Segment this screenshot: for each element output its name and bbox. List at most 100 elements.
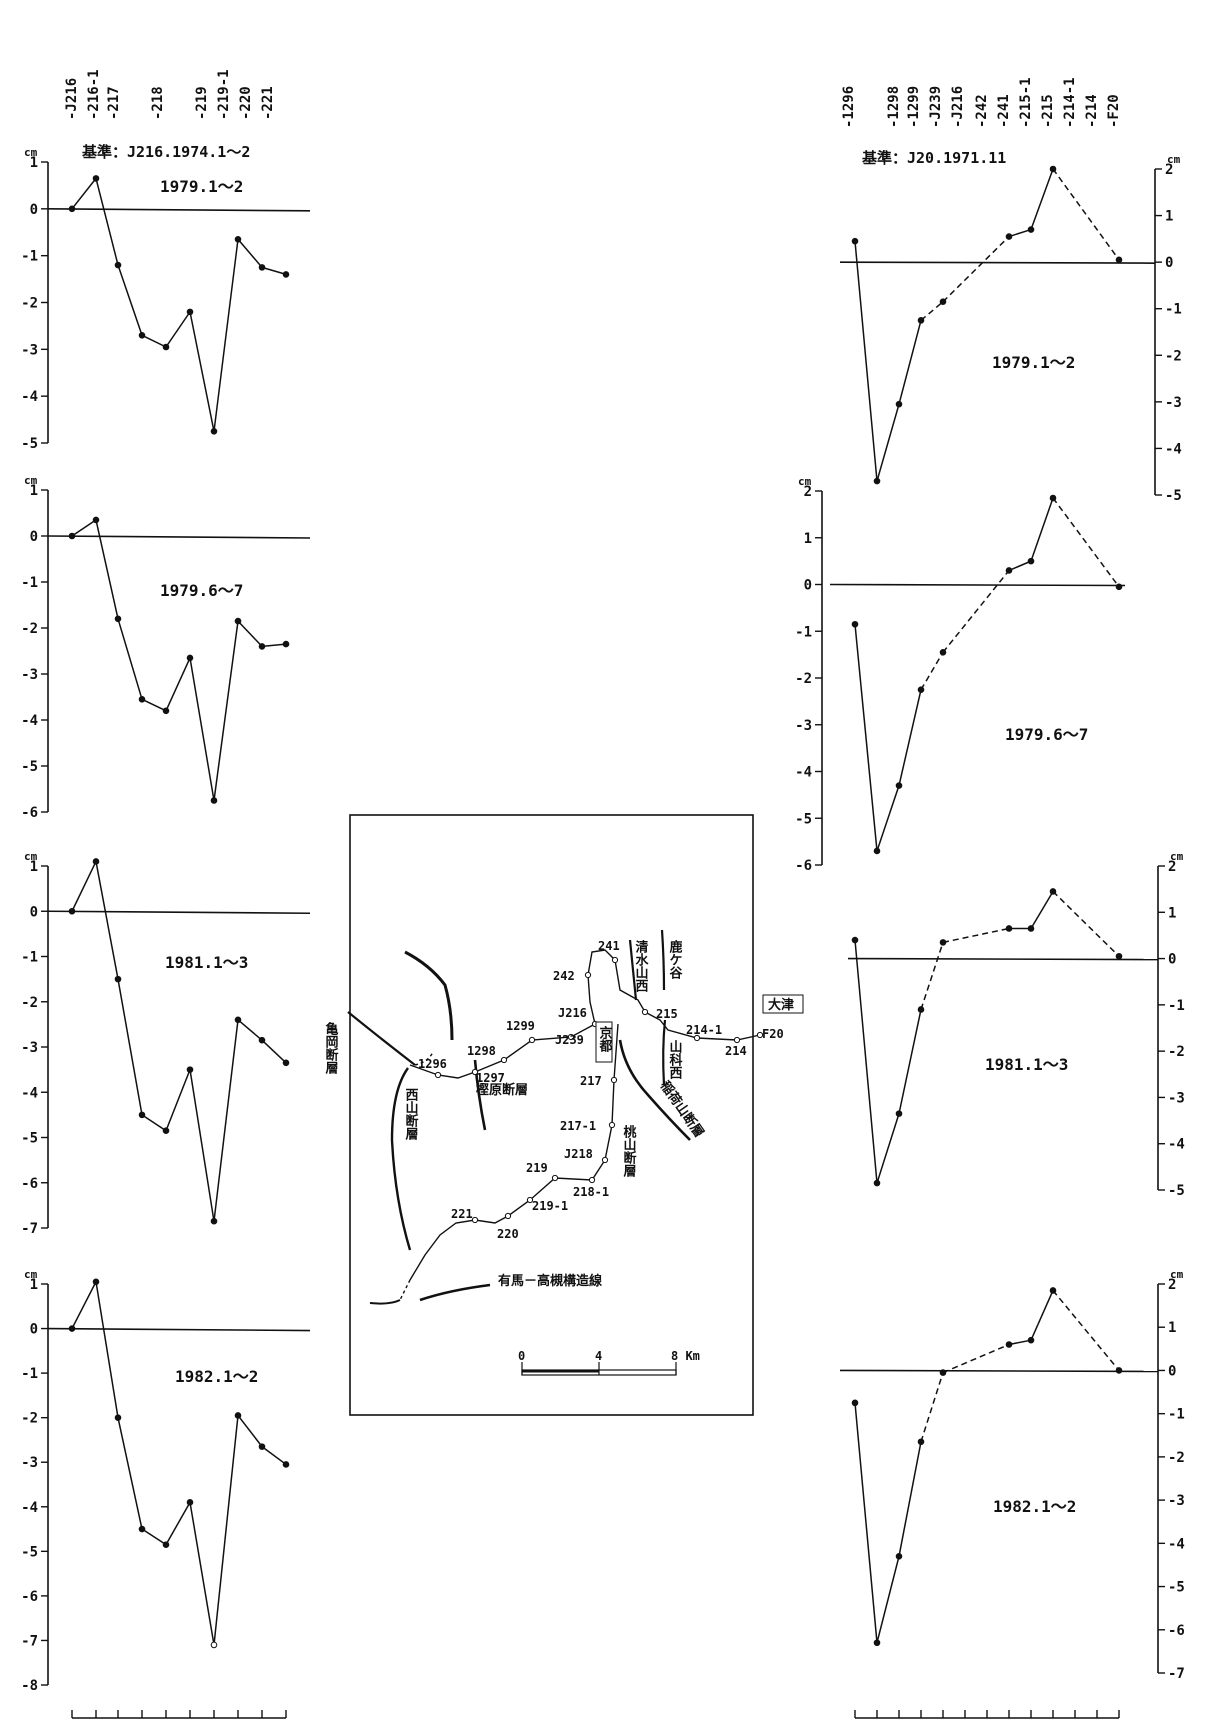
y-tick-label: 0	[1165, 255, 1173, 271]
data-point	[186, 654, 194, 662]
map-station-label: 1298	[467, 1044, 496, 1058]
zero-line	[829, 583, 1126, 587]
series-segment	[876, 1113, 900, 1184]
fault-label: 山科西	[667, 1039, 683, 1080]
data-point	[92, 516, 100, 524]
data-point	[210, 1217, 218, 1225]
map-station-label: 217-1	[560, 1119, 596, 1133]
series-segment	[213, 239, 239, 432]
data-point	[895, 1110, 903, 1117]
data-point	[873, 847, 881, 855]
series-segment	[165, 1501, 191, 1546]
y-tick-label: -8	[21, 1678, 38, 1694]
series-segment	[237, 1414, 263, 1448]
leveling-route	[399, 1279, 411, 1301]
y-tick-label: -6	[795, 858, 812, 874]
fault-label: 西山断層	[403, 1088, 419, 1141]
series-segment	[876, 1556, 900, 1643]
y-unit-label: cm	[1170, 850, 1184, 863]
y-tick-label: -4	[21, 1085, 38, 1101]
y-tick-label: -2	[21, 296, 38, 312]
y-tick-label: -4	[21, 389, 38, 405]
y-tick-label: -6	[21, 805, 38, 821]
map-inset: 1296 1297 1298 1299 J216 J239 241 242 21…	[323, 814, 804, 1416]
leveling-route	[409, 1023, 619, 1281]
station-marker	[610, 1076, 618, 1084]
data-point	[895, 400, 903, 408]
data-point	[68, 907, 76, 915]
right-station-labels: -1296 -1298 -1299 -J239 -J216 -242 -241 …	[841, 77, 1122, 128]
data-point	[917, 317, 925, 324]
y-tick-label: -1	[21, 1366, 38, 1382]
station-marker	[504, 1212, 512, 1220]
series-segment	[95, 519, 119, 619]
data-point	[68, 205, 76, 213]
y-unit-label: cm	[1167, 153, 1181, 166]
series-segment	[261, 266, 287, 276]
data-point	[234, 1016, 242, 1024]
map-station-label: 242	[553, 969, 575, 983]
series-segment	[920, 1372, 944, 1442]
map-station-label: 219-1	[532, 1199, 568, 1213]
fault-line	[404, 950, 454, 1041]
data-point	[1005, 567, 1013, 574]
station-marker	[471, 1068, 479, 1076]
chart-title: 1979.6～7	[1005, 725, 1088, 744]
series-segment	[237, 620, 263, 647]
fault-label: 清水山西	[633, 939, 649, 993]
station-marker	[601, 1156, 609, 1164]
data-point	[1049, 888, 1057, 895]
data-point	[895, 782, 903, 789]
y-tick-label: -2	[1168, 1044, 1185, 1060]
series-segment	[854, 1402, 878, 1643]
data-point	[138, 696, 146, 703]
series-segment	[261, 643, 287, 648]
series-segment	[71, 861, 97, 912]
y-tick-label: 1	[1168, 1320, 1176, 1336]
scale-tick-label: 8 Km	[671, 1349, 700, 1363]
y-unit-label: cm	[24, 850, 38, 863]
station-label: -217	[106, 86, 122, 120]
data-point	[234, 235, 242, 243]
fault-line	[390, 1067, 412, 1251]
y-tick-label: -2	[21, 621, 38, 637]
data-point	[282, 1461, 290, 1468]
station-label: -214	[1084, 94, 1100, 128]
y-tick-label: -3	[795, 718, 812, 734]
data-point	[1049, 165, 1057, 173]
station-label: -220	[238, 86, 254, 120]
y-tick-label: -6	[21, 1176, 38, 1192]
y-tick-label: -4	[21, 1500, 38, 1516]
station-label: -J239	[928, 86, 944, 128]
series-segment	[920, 942, 944, 1010]
chart-title: 1979.1～2	[992, 353, 1075, 372]
data-point	[1005, 233, 1013, 240]
map-station-label: F20	[762, 1027, 784, 1041]
y-tick-label: 2	[1168, 1277, 1176, 1293]
y-tick-label: -7	[21, 1633, 38, 1649]
chart-panel: 1 0 -1 -2 -3 -4 -5 cm 1979.1～2	[21, 146, 311, 452]
data-point	[1115, 1367, 1123, 1374]
zero-line	[47, 535, 311, 539]
y-tick-label: 0	[30, 904, 38, 920]
data-point	[138, 1111, 146, 1119]
city-label: 大津	[768, 997, 794, 1013]
data-point	[282, 1059, 290, 1067]
series-segment	[71, 1281, 97, 1329]
chart-title: 1979.1～2	[160, 177, 243, 196]
zero-line	[47, 208, 311, 212]
data-point	[895, 1553, 903, 1560]
y-unit-label: cm	[24, 474, 38, 487]
series-segment	[117, 264, 143, 336]
series-segment	[1008, 228, 1032, 238]
map-station-label: J216	[558, 1006, 587, 1020]
zero-line	[839, 1369, 1159, 1373]
station-label: -214-1	[1062, 77, 1078, 128]
station-label: -215-1	[1018, 77, 1034, 128]
y-tick-label: -2	[1165, 348, 1182, 364]
series-segment	[898, 1009, 922, 1114]
station-marker	[584, 971, 592, 979]
station-label: -219	[194, 86, 210, 120]
fault-label: 樫原断層	[476, 1082, 528, 1098]
